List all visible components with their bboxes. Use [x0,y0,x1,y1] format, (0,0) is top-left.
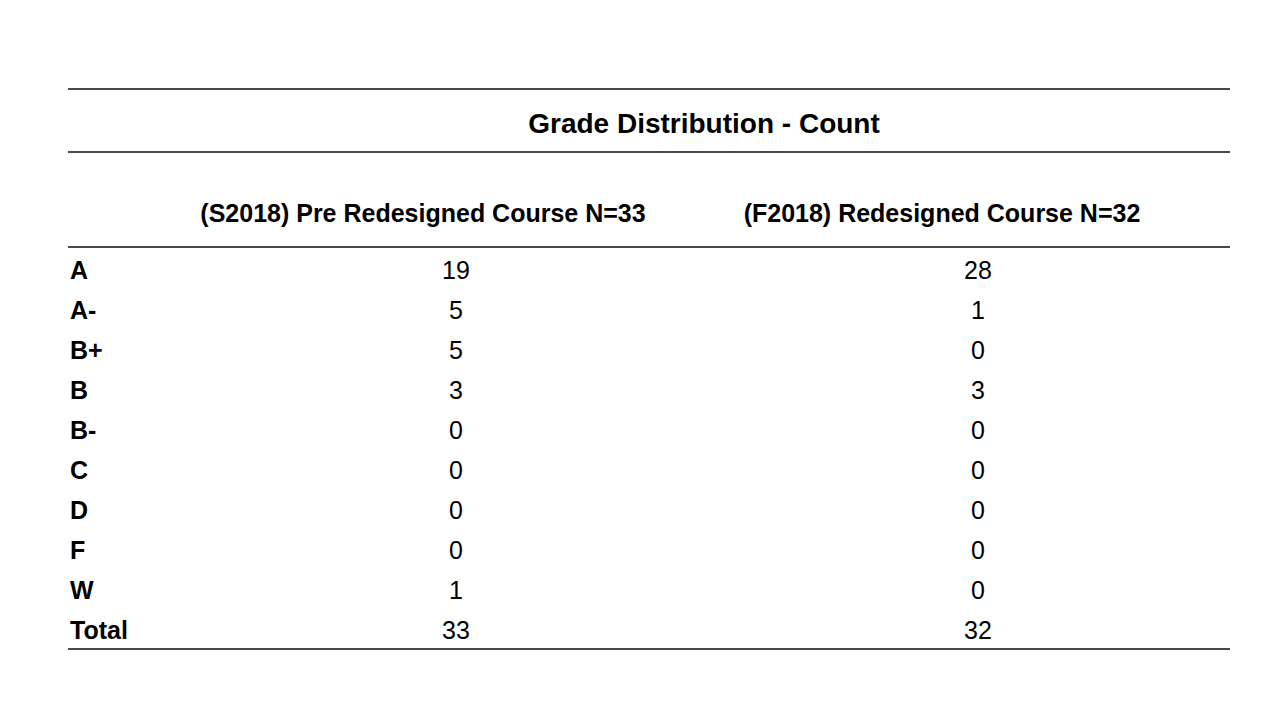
post-count-cell: 0 [740,338,1216,363]
grade-label: F [70,538,85,563]
top-rule [68,88,1230,90]
pre-count-cell: 33 [178,618,734,643]
post-count-cell: 28 [740,258,1216,283]
grade-label: A- [70,298,96,323]
grade-label: B+ [70,338,103,363]
pre-count-cell: 3 [178,378,734,403]
grade-label: A [70,258,88,283]
post-count-cell: 0 [740,498,1216,523]
grade-label: B- [70,418,96,443]
table-row: A 19 28 [0,250,1280,290]
slide: Grade Distribution - Count (S2018) Pre R… [0,0,1280,720]
table-body: A 19 28 A- 5 1 B+ 5 0 B 3 3 B- 0 0 C 0 0 [0,250,1280,650]
pre-count-cell: 1 [178,578,734,603]
pre-count-cell: 5 [178,298,734,323]
table-row: B 3 3 [0,370,1280,410]
post-count-cell: 1 [740,298,1216,323]
pre-count-cell: 0 [178,498,734,523]
grade-label: D [70,498,88,523]
post-count-cell: 0 [740,458,1216,483]
post-count-cell: 32 [740,618,1216,643]
table-row: W 1 0 [0,570,1280,610]
pre-count-cell: 19 [178,258,734,283]
grade-label: C [70,458,88,483]
table-row: B+ 5 0 [0,330,1280,370]
pre-count-cell: 5 [178,338,734,363]
table-row: F 0 0 [0,530,1280,570]
column-header-pre-redesign: (S2018) Pre Redesigned Course N=33 [68,196,778,230]
pre-count-cell: 0 [178,538,734,563]
post-count-cell: 0 [740,418,1216,443]
column-header-redesign: (F2018) Redesigned Course N=32 [717,196,1167,230]
table-row-total: Total 33 32 [0,610,1280,650]
grade-label: B [70,378,88,403]
pre-count-cell: 0 [178,458,734,483]
grade-label: Total [70,618,128,643]
post-count-cell: 0 [740,578,1216,603]
pre-count-cell: 0 [178,418,734,443]
title-divider-rule [68,151,1230,153]
table-row: B- 0 0 [0,410,1280,450]
table-row: A- 5 1 [0,290,1280,330]
table-title: Grade Distribution - Count [178,107,1230,141]
post-count-cell: 0 [740,538,1216,563]
grade-label: W [70,578,94,603]
header-divider-rule [68,246,1230,248]
table-row: C 0 0 [0,450,1280,490]
post-count-cell: 3 [740,378,1216,403]
table-row: D 0 0 [0,490,1280,530]
bottom-rule [68,648,1230,650]
